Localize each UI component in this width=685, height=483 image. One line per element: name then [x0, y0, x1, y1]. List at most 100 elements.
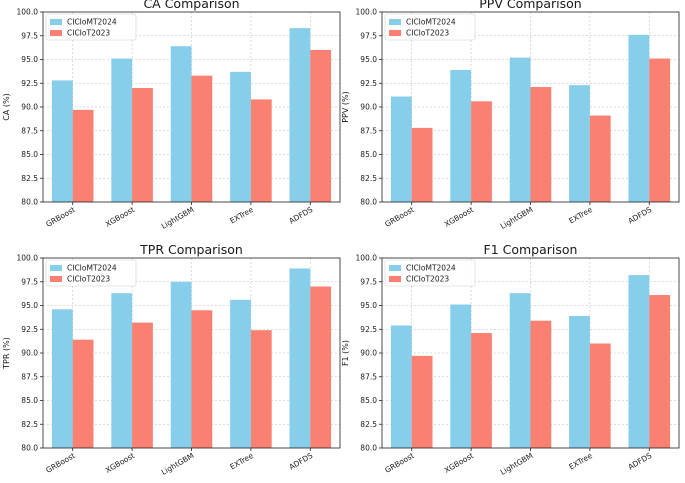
y-tick-label: 90.0: [21, 349, 38, 358]
y-tick-label: 100.0: [356, 254, 378, 263]
legend-swatch: [389, 30, 401, 36]
y-tick-label: 90.0: [21, 103, 38, 112]
chart-title: CA Comparison: [143, 0, 239, 11]
legend: CICIoMT2024 CICIoT2023: [384, 13, 476, 41]
legend-label: CICIoMT2024: [67, 18, 117, 27]
x-tick-label: LightGBM: [160, 451, 196, 477]
bar-ciciomt2024-lightgbm: [170, 46, 192, 203]
legend-label: CICIoMT2024: [67, 264, 117, 273]
y-tick-label: 87.5: [21, 126, 38, 135]
bar-ciciot2023-extree: [250, 330, 272, 448]
bar-ciciomt2024-grboost: [390, 96, 412, 202]
bar-ciciot2023-lightgbm: [191, 310, 213, 448]
x-tick-label: GRBoost: [44, 451, 76, 475]
y-tick-label: 87.5: [21, 372, 38, 381]
bar-ciciomt2024-extree: [230, 71, 251, 202]
legend-swatch: [389, 276, 401, 282]
bar-ciciomt2024-xgboost: [111, 58, 133, 202]
bar-ciciomt2024-adfds: [289, 28, 311, 203]
y-tick-label: 92.5: [21, 79, 38, 88]
x-tick-label: XGBoost: [443, 205, 475, 229]
y-tick-label: 95.0: [21, 55, 38, 64]
y-tick-label: 100.0: [17, 8, 39, 17]
x-tick-label: ADFDS: [626, 205, 653, 226]
legend-label: CICIoT2023: [67, 275, 110, 284]
legend-label: CICIoT2023: [406, 29, 449, 38]
bar-ciciomt2024-xgboost: [111, 293, 133, 448]
legend-box: [384, 259, 476, 287]
y-tick-label: 90.0: [360, 349, 377, 358]
x-tick-label: LightGBM: [499, 451, 535, 477]
x-tick-label: EXTree: [228, 451, 255, 472]
bar-ciciot2023-extree: [250, 99, 272, 202]
bar-ciciot2023-xgboost: [471, 101, 492, 202]
legend: CICIoMT2024 CICIoT2023: [45, 13, 137, 41]
y-tick-label: 92.5: [360, 325, 377, 334]
bar-ciciot2023-grboost: [72, 109, 94, 202]
y-tick-label: 95.0: [360, 55, 377, 64]
legend-swatch: [389, 19, 401, 25]
bar-ciciot2023-lightgbm: [191, 75, 213, 202]
y-tick-label: 82.5: [360, 420, 377, 429]
bar-ciciomt2024-grboost: [51, 80, 73, 202]
chart-title: TPR Comparison: [139, 242, 243, 257]
bar-ciciomt2024-lightgbm: [509, 57, 531, 202]
y-tick-label: 92.5: [360, 79, 377, 88]
x-tick-label: LightGBM: [160, 205, 196, 231]
y-tick-label: 85.0: [360, 396, 377, 405]
chart-panel-4: 80.0 82.5 85.0 87.5 90.0 92.5 95.0 97.5 100.0 GRB…: [341, 242, 680, 477]
bar-ciciot2023-adfds: [310, 286, 332, 448]
legend: CICIoMT2024 CICIoT2023: [384, 259, 476, 287]
x-tick-label: EXTree: [228, 205, 255, 226]
legend-swatch: [50, 19, 62, 25]
y-tick-label: 95.0: [21, 301, 38, 310]
y-tick-label: 100.0: [17, 254, 39, 263]
chart-panel-1: 80.0 82.5 85.0 87.5 90.0 92.5 95.0 97.5 100.0 GRB…: [2, 0, 341, 231]
bar-ciciot2023-grboost: [411, 127, 433, 202]
y-tick-label: 85.0: [21, 396, 38, 405]
legend-swatch: [50, 265, 62, 271]
bar-ciciomt2024-grboost: [390, 325, 412, 448]
bar-ciciomt2024-xgboost: [450, 304, 472, 448]
y-axis-label: CA (%): [2, 93, 11, 120]
y-axis-label: F1 (%): [341, 340, 350, 366]
y-axis-label: PPV (%): [341, 91, 350, 123]
y-tick-label: 97.5: [360, 277, 377, 286]
legend-box: [45, 13, 137, 41]
y-tick-label: 80.0: [360, 198, 377, 207]
y-tick-label: 90.0: [360, 103, 377, 112]
x-tick-label: XGBoost: [104, 451, 136, 475]
x-tick-label: GRBoost: [383, 205, 415, 229]
bar-ciciomt2024-grboost: [51, 309, 73, 448]
bar-ciciot2023-xgboost: [132, 322, 153, 448]
x-tick-label: LightGBM: [499, 205, 535, 231]
y-tick-label: 80.0: [360, 444, 377, 453]
bar-ciciot2023-adfds: [310, 50, 332, 202]
x-tick-label: GRBoost: [383, 451, 415, 475]
y-tick-label: 85.0: [360, 150, 377, 159]
y-tick-label: 82.5: [360, 174, 377, 183]
bar-ciciot2023-xgboost: [471, 333, 492, 448]
legend-label: CICIoT2023: [67, 29, 110, 38]
bar-ciciomt2024-lightgbm: [509, 293, 531, 448]
legend-label: CICIoMT2024: [406, 18, 456, 27]
chart-title: PPV Comparison: [479, 0, 581, 11]
y-tick-label: 97.5: [21, 277, 38, 286]
y-tick-label: 80.0: [21, 444, 38, 453]
x-tick-label: EXTree: [567, 451, 594, 472]
bar-ciciomt2024-adfds: [628, 34, 650, 202]
y-tick-label: 97.5: [360, 31, 377, 40]
y-tick-label: 87.5: [360, 126, 377, 135]
bar-ciciot2023-xgboost: [132, 88, 153, 202]
chart-panel-2: 80.0 82.5 85.0 87.5 90.0 92.5 95.0 97.5 100.0 GRB…: [341, 0, 680, 231]
y-tick-label: 97.5: [21, 31, 38, 40]
y-tick-label: 95.0: [360, 301, 377, 310]
x-tick-label: EXTree: [567, 205, 594, 226]
bar-ciciot2023-lightgbm: [530, 87, 552, 202]
bar-ciciomt2024-extree: [230, 299, 251, 448]
bar-ciciomt2024-extree: [569, 315, 590, 448]
x-tick-label: XGBoost: [443, 451, 475, 475]
bar-ciciot2023-grboost: [411, 355, 433, 448]
bar-ciciot2023-adfds: [649, 295, 671, 448]
x-tick-label: ADFDS: [626, 451, 653, 472]
